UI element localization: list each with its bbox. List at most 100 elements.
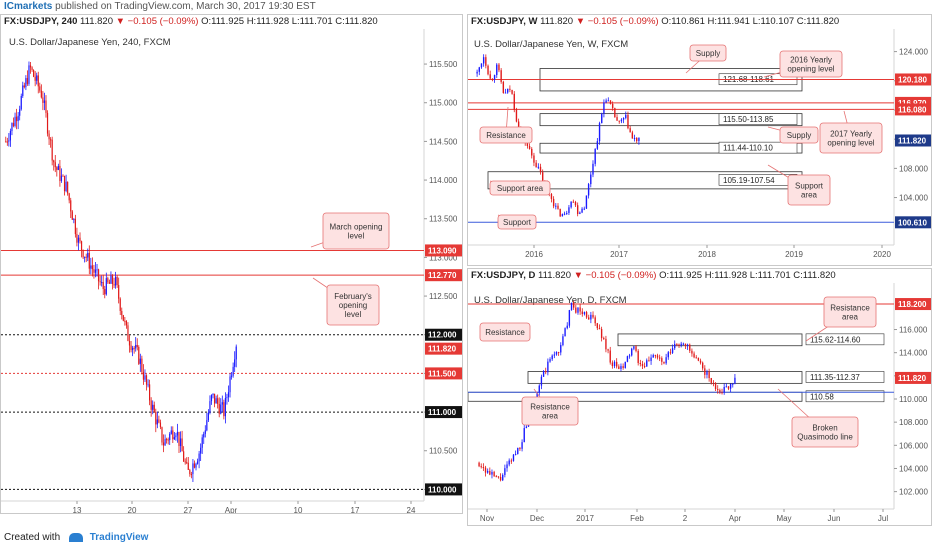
- candle-body: [215, 398, 217, 404]
- candle-body: [678, 344, 680, 346]
- candle-body: [136, 344, 138, 347]
- candle-body: [491, 471, 493, 475]
- weekly-chart-canvas[interactable]: 124.000120.000116.000112.000108.000104.0…: [468, 15, 932, 266]
- symbol-label[interactable]: FX:USDJPY, D: [471, 270, 536, 281]
- candle-body: [226, 397, 228, 399]
- daily-chart-canvas[interactable]: 116.000114.000112.000110.000108.000106.0…: [468, 269, 932, 526]
- candle-body: [172, 430, 174, 440]
- candle-body: [609, 100, 612, 104]
- candle-body: [101, 282, 103, 284]
- h4-symbol-header: FX:USDJPY, 240 111.820 ▼ −0.105 (−0.09%)…: [4, 15, 378, 29]
- candle-body: [498, 64, 500, 71]
- annotation-text: Resistance: [486, 131, 526, 140]
- candle-body: [46, 112, 49, 134]
- candle-body: [695, 357, 697, 359]
- candle-body: [502, 474, 504, 481]
- candle-body: [557, 351, 560, 353]
- y-tick-label: 113.000: [429, 253, 458, 262]
- y-tick-label: 110.500: [429, 447, 458, 456]
- candle-body: [622, 117, 625, 120]
- candle-body: [124, 320, 126, 322]
- candle-body: [631, 132, 634, 139]
- candle-body: [223, 402, 225, 417]
- candle-body: [133, 347, 135, 349]
- candle-body: [665, 357, 667, 364]
- candle-body: [596, 323, 599, 329]
- candle-body: [104, 288, 106, 295]
- candle-body: [33, 69, 35, 77]
- author-name[interactable]: ICmarkets: [4, 1, 53, 12]
- candle-body: [507, 88, 509, 93]
- price-badge: [895, 103, 931, 116]
- candle-body: [203, 433, 205, 438]
- candle-body: [195, 463, 197, 468]
- h4-chart-canvas[interactable]: 115.500 115.000 114.500 114.000 113.500 113.0…: [1, 15, 463, 514]
- candle-body: [542, 371, 545, 377]
- candle-body: [17, 115, 19, 122]
- candle-body: [560, 345, 562, 353]
- candle-body: [564, 328, 566, 337]
- candle-body: [570, 201, 572, 208]
- candle-body: [590, 314, 592, 320]
- annotation-text: 2016 Yearly: [790, 56, 832, 65]
- candle-body: [656, 355, 659, 358]
- x-tick-label: Feb: [630, 514, 644, 523]
- candle-body: [77, 237, 80, 243]
- symbol-label[interactable]: FX:USDJPY, 240: [4, 16, 78, 27]
- candle-body: [697, 357, 700, 361]
- candle-body: [523, 428, 525, 443]
- annotation-text: Resistance: [830, 304, 870, 313]
- candle-body: [517, 447, 519, 454]
- candle-body: [502, 81, 505, 93]
- candle-body: [60, 175, 63, 181]
- candle-body: [491, 78, 494, 80]
- candle-body: [232, 366, 234, 376]
- candle-body: [39, 86, 41, 91]
- price-badge-label: 111.820: [898, 136, 927, 145]
- candle-body: [480, 466, 482, 468]
- candle-body: [637, 350, 639, 364]
- price-badge-label: 111.500: [428, 369, 457, 378]
- weekly-chart-panel[interactable]: FX:USDJPY, W 111.820 ▼ −0.105 (−0.09%) O…: [467, 14, 932, 266]
- annotation-text: level: [348, 232, 365, 241]
- candle-body: [97, 269, 100, 282]
- candle-body: [609, 350, 611, 363]
- candle-body: [150, 400, 152, 410]
- candle-body: [221, 402, 223, 405]
- candle-body: [708, 371, 710, 379]
- candle-body: [636, 137, 638, 142]
- candle-body: [200, 447, 202, 454]
- candle-body: [204, 430, 206, 434]
- annotation-callout: [689, 44, 727, 62]
- x-tick-label: Nov: [480, 514, 494, 523]
- h4-chart-panel[interactable]: FX:USDJPY, 240 111.820 ▼ −0.105 (−0.09%)…: [0, 14, 463, 514]
- candle-body: [210, 395, 213, 402]
- candle-body: [224, 397, 226, 417]
- y-tick-label: 115.500: [429, 60, 458, 69]
- candle-body: [108, 282, 110, 284]
- annotation-text: opening level: [787, 65, 834, 74]
- candle-body: [158, 419, 160, 423]
- candle-body: [618, 120, 620, 122]
- candle-body: [118, 285, 120, 299]
- zone-box: [468, 391, 803, 402]
- candle-body: [132, 347, 134, 351]
- candle-body: [500, 70, 502, 82]
- candle-body: [90, 265, 92, 269]
- daily-symbol-header: FX:USDJPY, D 111.820 ▼ −0.105 (−0.09%) O…: [471, 269, 836, 283]
- candle-body: [8, 140, 10, 142]
- annotation-callout: [489, 180, 551, 196]
- y-tick-label: 104.000: [899, 194, 928, 203]
- daily-chart-panel[interactable]: FX:USDJPY, D 111.820 ▼ −0.105 (−0.09%) O…: [467, 268, 932, 526]
- candle-body: [125, 321, 128, 326]
- candle-body: [652, 355, 654, 358]
- symbol-label[interactable]: FX:USDJPY, W: [471, 16, 538, 27]
- candle-body: [607, 100, 609, 102]
- price-badge-label: 116.080: [898, 105, 927, 114]
- candle-body: [110, 275, 112, 284]
- candle-body: [525, 426, 528, 429]
- candle-body: [600, 329, 603, 339]
- candle-body: [699, 360, 702, 363]
- tradingview-link[interactable]: TradingView: [89, 532, 149, 543]
- candle-body: [37, 75, 39, 87]
